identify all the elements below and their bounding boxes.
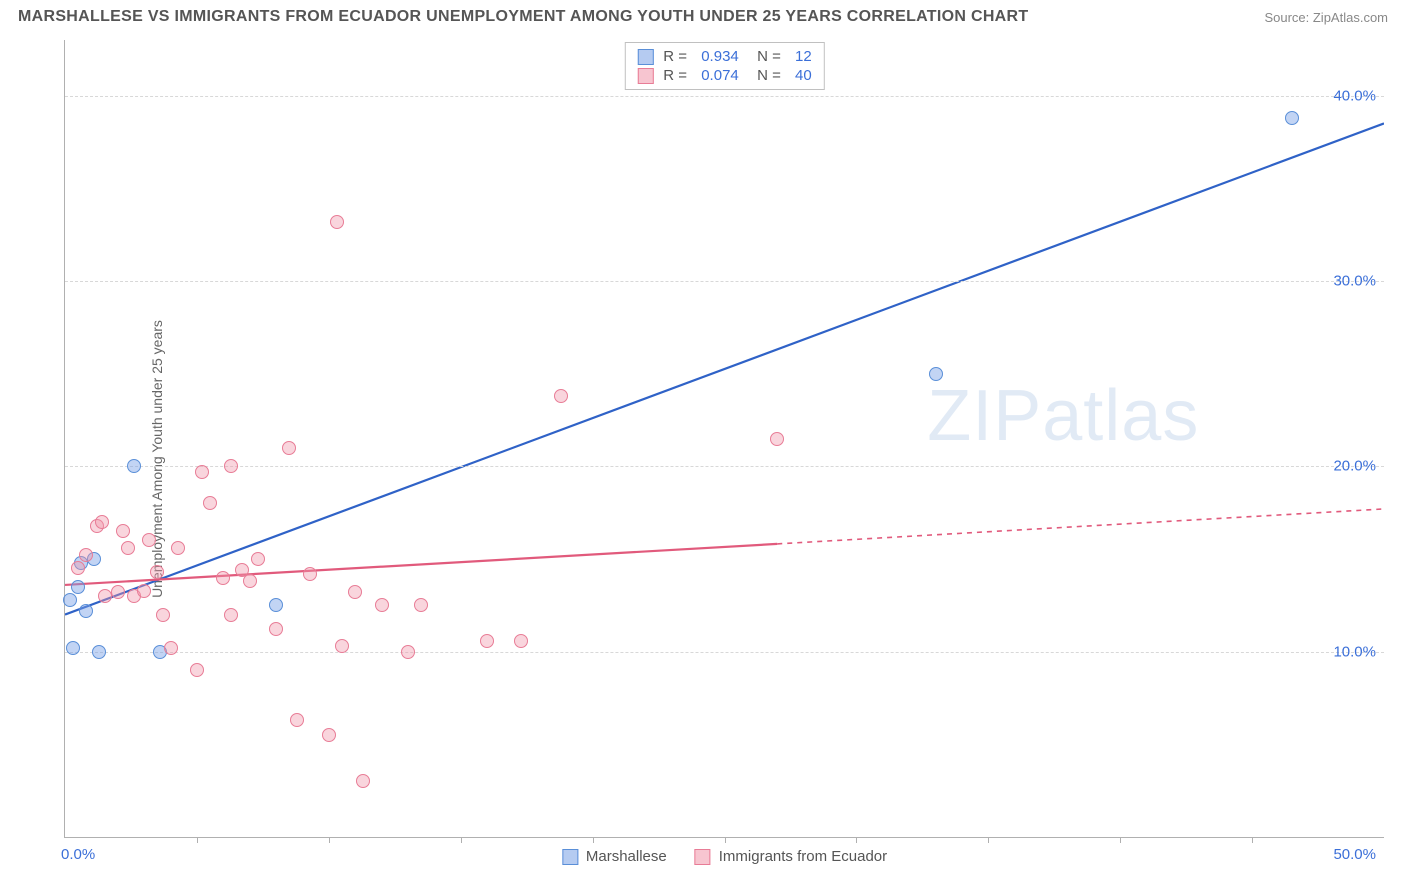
x-tick [1252,837,1253,843]
data-point [164,641,178,655]
y-tick-label: 10.0% [1333,643,1376,660]
data-point [322,728,336,742]
data-point [79,548,93,562]
data-point [203,496,217,510]
x-tick [461,837,462,843]
data-point [63,593,77,607]
legend-swatch [695,849,711,865]
data-point [282,441,296,455]
data-point [401,645,415,659]
legend-item: Immigrants from Ecuador [695,848,887,865]
x-axis-max-label: 50.0% [1333,846,1376,863]
data-point [335,639,349,653]
series-legend: Marshallese Immigrants from Ecuador [562,848,887,865]
x-axis-min-label: 0.0% [61,846,95,863]
source-credit: Source: ZipAtlas.com [1264,10,1388,25]
data-point [171,541,185,555]
data-point [290,713,304,727]
data-point [269,622,283,636]
data-point [1285,111,1299,125]
x-tick [329,837,330,843]
data-point [111,585,125,599]
data-point [137,584,151,598]
data-point [195,465,209,479]
data-point [251,552,265,566]
stat-n-label: N = [749,48,785,65]
legend-label: Immigrants from Ecuador [719,848,887,865]
stat-r-label: R = [663,48,691,65]
legend-swatch [562,849,578,865]
data-point [330,215,344,229]
data-point [216,571,230,585]
x-tick [856,837,857,843]
gridline [65,281,1384,282]
data-point [414,598,428,612]
legend-label: Marshallese [586,848,667,865]
data-point [71,561,85,575]
data-point [127,459,141,473]
stat-r-value: 0.074 [701,67,739,84]
stat-n-value: 12 [795,48,812,65]
data-point [95,515,109,529]
watermark: ZIPatlas [927,375,1199,457]
data-point [303,567,317,581]
x-tick [1120,837,1121,843]
data-point [79,604,93,618]
stat-n-label: N = [749,67,785,84]
data-point [375,598,389,612]
data-point [243,574,257,588]
y-tick-label: 30.0% [1333,272,1376,289]
data-point [121,541,135,555]
legend-swatch [637,68,653,84]
data-point [71,580,85,594]
data-point [224,459,238,473]
gridline [65,466,1384,467]
legend-item: Marshallese [562,848,667,865]
data-point [356,774,370,788]
data-point [224,608,238,622]
data-point [554,389,568,403]
stats-row: R = 0.934 N = 12 [637,47,811,66]
stat-r-label: R = [663,67,691,84]
data-point [92,645,106,659]
data-point [66,641,80,655]
legend-swatch [637,49,653,65]
y-tick-label: 20.0% [1333,458,1376,475]
stats-legend-box: R = 0.934 N = 12R = 0.074 N = 40 [624,42,824,90]
data-point [190,663,204,677]
data-point [142,533,156,547]
data-point [116,524,130,538]
gridline [65,652,1384,653]
data-point [480,634,494,648]
x-tick [593,837,594,843]
data-point [348,585,362,599]
data-point [98,589,112,603]
x-tick [725,837,726,843]
stats-row: R = 0.074 N = 40 [637,66,811,85]
data-point [514,634,528,648]
stat-n-value: 40 [795,67,812,84]
x-tick [988,837,989,843]
chart-container: Unemployment Among Youth under 25 years … [18,36,1388,882]
trend-lines-layer [65,40,1384,837]
y-tick-label: 40.0% [1333,87,1376,104]
data-point [929,367,943,381]
data-point [156,608,170,622]
plot-area: ZIPatlas R = 0.934 N = 12R = 0.074 N = 4… [64,40,1384,838]
chart-title: MARSHALLESE VS IMMIGRANTS FROM ECUADOR U… [18,8,1028,26]
data-point [770,432,784,446]
data-point [269,598,283,612]
stat-r-value: 0.934 [701,48,739,65]
gridline [65,96,1384,97]
x-tick [197,837,198,843]
data-point [150,565,164,579]
